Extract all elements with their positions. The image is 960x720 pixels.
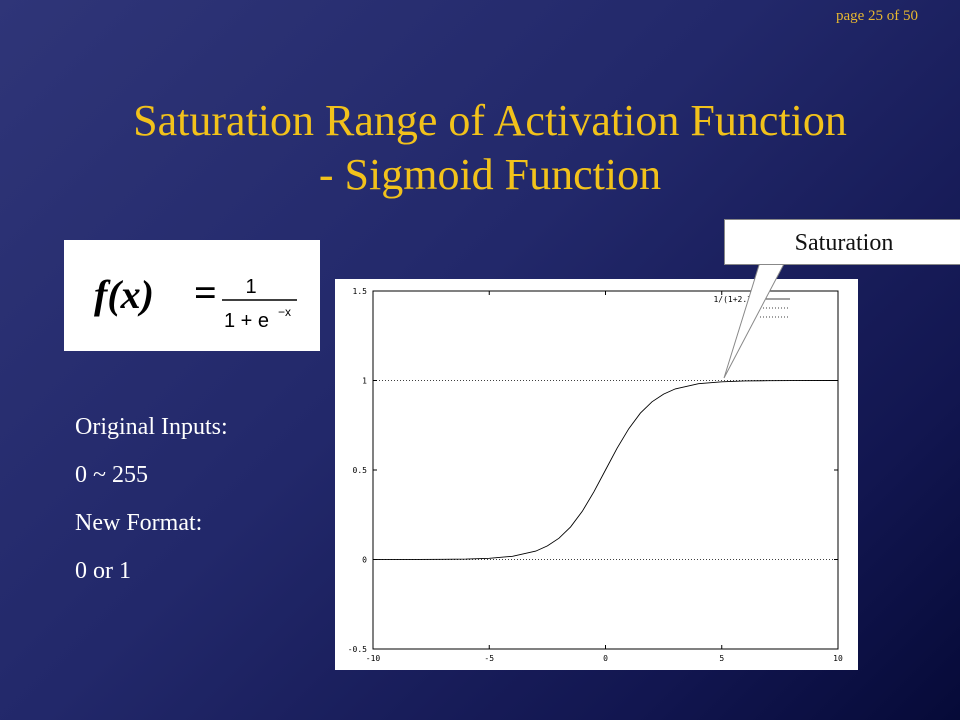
bullet-list: Original Inputs: 0 ~ 255 New Format: 0 o… <box>75 412 228 604</box>
title-line-2: - Sigmoid Function <box>318 150 662 199</box>
bullet-item: Original Inputs: <box>75 414 228 440</box>
x-tick-label: -5 <box>484 654 494 663</box>
bullet-item: New Format: <box>75 510 203 536</box>
legend-label: 1/(1+2.3 <box>713 295 752 304</box>
x-tick-label: -10 <box>366 654 381 663</box>
x-tick-label: 0 <box>603 654 608 663</box>
y-tick-label: -0.5 <box>348 645 367 654</box>
slide-title: Saturation Range of Activation Function … <box>0 94 960 202</box>
title-line-1: Saturation Range of Activation Function <box>133 96 847 145</box>
formula-denominator: 1 + e <box>224 310 269 332</box>
x-tick-label: 10 <box>833 654 843 663</box>
x-tick-label: 5 <box>719 654 724 663</box>
page-indicator: page 25 of 50 <box>835 8 918 24</box>
formula-numerator: 1 <box>245 276 256 298</box>
y-tick-label: 0 <box>362 556 367 565</box>
y-tick-label: 1.5 <box>353 287 368 296</box>
y-tick-label: 0.5 <box>353 466 368 475</box>
y-tick-label: 1 <box>362 377 367 386</box>
bullet-item: 0 ~ 255 <box>75 462 148 488</box>
formula-lhs: f(x) <box>94 272 154 317</box>
saturation-callout: Saturation <box>724 219 960 265</box>
sigmoid-formula: f(x) = 1 1 + e −x <box>64 240 320 351</box>
formula-equals: = <box>194 270 217 315</box>
bullet-item: 0 or 1 <box>75 558 131 584</box>
formula-exponent: −x <box>278 305 291 319</box>
series-line <box>372 380 839 560</box>
